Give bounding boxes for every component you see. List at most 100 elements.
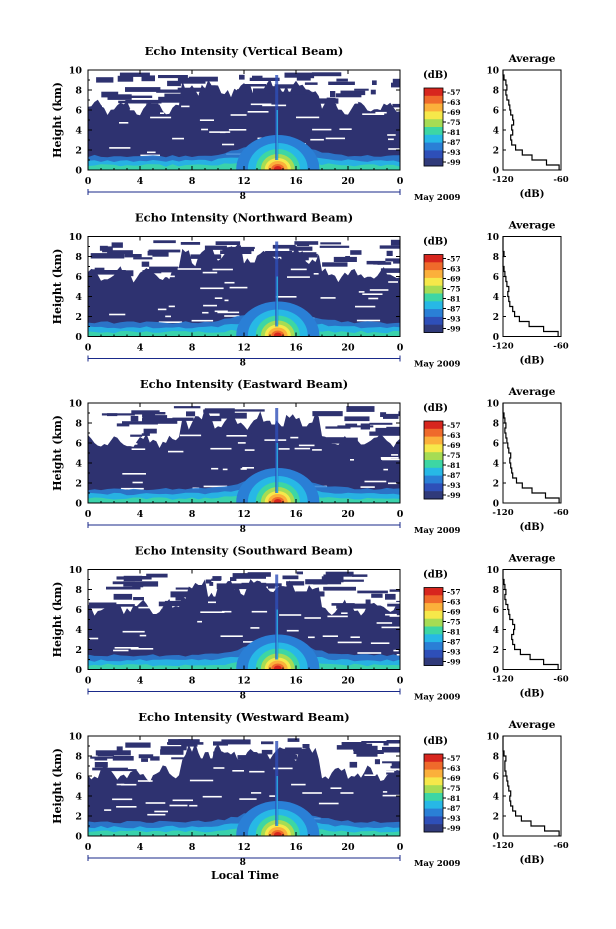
colorbar-swatch <box>424 587 443 596</box>
noise-patch <box>333 579 364 582</box>
date-label: May 2009 <box>414 859 461 869</box>
x-tick-label: 0 <box>397 176 404 187</box>
convective-plume <box>273 665 282 670</box>
data-gap <box>339 128 352 130</box>
x-tick-label: 4 <box>137 343 144 354</box>
noise-patch <box>94 267 105 271</box>
data-gap <box>197 620 202 623</box>
colorbar-tick-label: -69 <box>447 608 461 617</box>
noise-patch <box>213 751 223 757</box>
noise-patch <box>167 80 181 87</box>
noise-patch <box>223 425 238 431</box>
data-gap <box>203 304 217 307</box>
noise-patch <box>90 253 125 259</box>
noise-patch <box>222 247 254 252</box>
day-marker: 8 <box>240 525 246 535</box>
noise-patch <box>171 757 195 760</box>
colorbar-swatch <box>424 793 443 802</box>
data-gap <box>120 783 137 786</box>
colorbar-tick-label: -93 <box>447 648 461 657</box>
average-y-tick-label: 0 <box>493 333 499 343</box>
data-gap <box>224 299 229 302</box>
data-gap <box>145 802 166 804</box>
noise-patch <box>322 262 348 267</box>
noise-patch <box>237 89 246 95</box>
data-gap <box>147 151 156 154</box>
data-gap <box>385 613 397 616</box>
y-tick-label: 4 <box>75 459 82 470</box>
data-gap <box>112 798 133 801</box>
noise-patch <box>116 423 130 427</box>
noise-patch <box>369 431 400 436</box>
data-gap <box>213 767 225 769</box>
noise-patch <box>158 96 181 103</box>
colorbar-swatch <box>424 158 443 167</box>
noise-patch <box>295 269 307 274</box>
colorbar-tick-label: -75 <box>447 118 461 127</box>
y-tick-label: 6 <box>75 106 82 117</box>
average-y-tick-label: 6 <box>493 273 499 283</box>
colorbar-tick-label: -99 <box>447 158 461 167</box>
data-gap <box>212 268 233 271</box>
x-tick-label: 16 <box>289 176 303 187</box>
noise-patch <box>294 241 319 245</box>
y-tick-label: 10 <box>69 399 83 410</box>
noise-patch <box>213 741 228 746</box>
data-gap <box>139 634 147 637</box>
data-gap <box>360 486 375 488</box>
heatmap-area <box>88 571 400 670</box>
x-tick-label: 8 <box>189 509 196 520</box>
data-gap <box>191 319 214 322</box>
noise-patch <box>394 83 400 87</box>
noise-patch <box>143 428 157 434</box>
noise-patch <box>371 593 383 598</box>
x-tick-label: 0 <box>85 509 92 520</box>
noise-patch <box>125 87 161 92</box>
colorbar-swatch <box>424 254 443 263</box>
data-gap <box>132 481 143 484</box>
y-axis-label: Height (km) <box>51 415 64 491</box>
noise-patch <box>122 421 158 425</box>
colorbar-swatch <box>424 127 443 136</box>
data-gap <box>109 147 131 149</box>
data-gap <box>202 271 218 274</box>
convective-plume <box>273 166 282 170</box>
noise-patch <box>221 739 251 745</box>
y-tick-label: 2 <box>75 812 82 823</box>
data-gap <box>165 315 171 318</box>
noise-patch <box>226 103 261 107</box>
noise-patch <box>325 426 351 429</box>
noise-patch <box>297 253 318 258</box>
data-gap <box>389 615 400 617</box>
data-gap <box>201 128 208 131</box>
data-gap <box>391 454 399 456</box>
convective-plume <box>273 332 282 337</box>
noise-patch <box>286 581 305 586</box>
average-y-tick-label: 8 <box>493 420 499 430</box>
data-gap <box>382 458 400 461</box>
noise-patch <box>149 266 179 273</box>
data-gap <box>298 444 315 447</box>
colorbar-tick-label: -87 <box>447 138 461 147</box>
noise-patch <box>344 416 370 422</box>
noise-patch <box>353 745 378 751</box>
noise-patch <box>177 87 206 92</box>
noise-patch <box>386 740 400 744</box>
noise-patch <box>107 250 133 254</box>
noise-patch <box>323 586 356 591</box>
y-tick-label: 8 <box>75 585 82 596</box>
y-tick-label: 6 <box>75 605 82 616</box>
noise-patch <box>387 602 400 607</box>
data-gap <box>242 467 254 469</box>
colorbar-tick-label: -69 <box>447 774 461 783</box>
data-gap <box>202 795 222 798</box>
data-gap <box>350 636 360 638</box>
colorbar-tick-label: -75 <box>447 784 461 793</box>
data-gap <box>247 111 269 113</box>
x-tick-label: 12 <box>237 176 250 187</box>
data-gap <box>322 635 338 637</box>
average-frame <box>502 402 562 504</box>
noise-patch <box>240 263 255 269</box>
colorbar-swatch <box>424 657 443 666</box>
colorbar-swatch <box>424 595 443 604</box>
